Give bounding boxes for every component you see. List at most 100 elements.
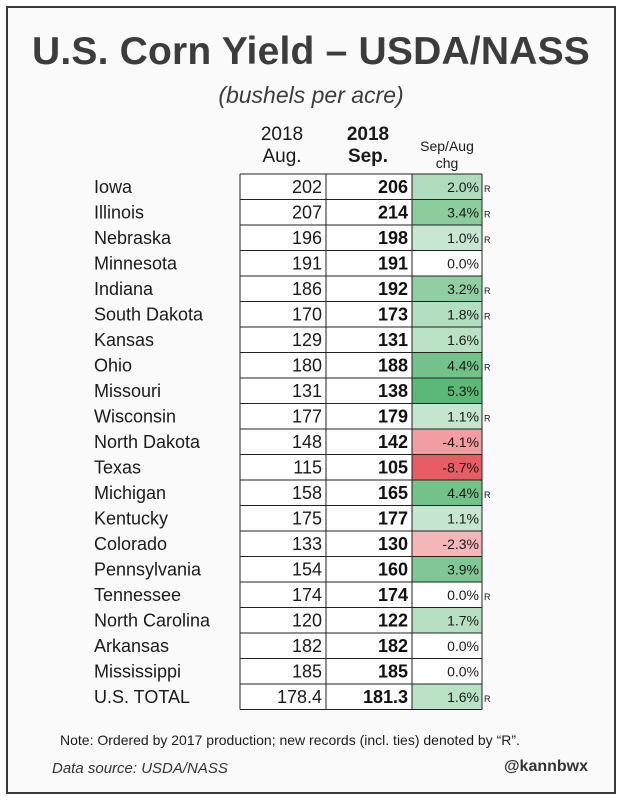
change-value: 1.1% (447, 408, 479, 424)
state-label: Kentucky (94, 508, 168, 528)
state-label: U.S. TOTAL (94, 687, 190, 707)
change-value: 0.0% (447, 663, 479, 679)
aug-value: 120 (292, 610, 322, 630)
state-label: Illinois (94, 202, 144, 222)
sep-value: 181.3 (363, 687, 408, 707)
change-cell-fill (412, 556, 482, 582)
aug-value: 180 (292, 355, 322, 375)
record-marker: R (484, 311, 491, 321)
change-value: 0.0% (447, 587, 479, 603)
change-value: 2.0% (447, 179, 479, 195)
change-cell-fill (412, 250, 482, 276)
sep-value: 185 (378, 661, 408, 681)
state-label: North Dakota (94, 432, 201, 452)
change-value: 3.9% (447, 561, 479, 577)
change-cell-fill (412, 505, 482, 531)
change-cell-fill (412, 301, 482, 327)
state-label: Minnesota (94, 253, 178, 273)
chart-subtitle: (bushels per acre) (218, 82, 404, 108)
sep-value: 122 (378, 610, 408, 630)
change-value: 3.2% (447, 281, 479, 297)
sep-value: 142 (378, 432, 408, 452)
change-cell-fill (412, 633, 482, 659)
change-value: 1.1% (447, 510, 479, 526)
change-cell-fill (412, 199, 482, 225)
state-label: Missouri (94, 381, 161, 401)
aug-value: 191 (292, 253, 322, 273)
sep-value: 130 (378, 534, 408, 554)
record-marker: R (484, 235, 491, 245)
change-cell-fill (412, 327, 482, 353)
sep-value: 174 (378, 585, 408, 605)
sep-value: 173 (378, 304, 408, 324)
change-value: 3.4% (447, 204, 479, 220)
data-source: Data source: USDA/NASS (52, 760, 228, 777)
sep-value: 131 (378, 330, 408, 350)
aug-value: 158 (292, 483, 322, 503)
change-value: 0.0% (447, 255, 479, 271)
sep-value: 160 (378, 559, 408, 579)
chart-title: U.S. Corn Yield – USDA/NASS (31, 30, 590, 73)
change-cell-fill (412, 174, 482, 200)
change-cell-fill (412, 607, 482, 633)
column-header-aug-month: Aug. (262, 145, 302, 167)
change-value: 5.3% (447, 383, 479, 399)
sep-value: 188 (378, 355, 408, 375)
sep-value: 214 (378, 202, 408, 222)
change-value: 1.6% (447, 332, 479, 348)
aug-value: 196 (292, 228, 322, 248)
aug-value: 182 (292, 636, 322, 656)
sep-value: 191 (378, 253, 408, 273)
change-cell-fill (412, 378, 482, 404)
state-label: Nebraska (94, 228, 172, 248)
state-label: Kansas (94, 330, 154, 350)
record-marker: R (484, 184, 491, 194)
aug-value: 186 (292, 279, 322, 299)
state-label: South Dakota (94, 304, 204, 324)
state-label: Iowa (94, 177, 133, 197)
aug-value: 207 (292, 202, 322, 222)
aug-value: 170 (292, 304, 322, 324)
state-label: Colorado (94, 534, 167, 554)
record-marker: R (484, 209, 491, 219)
aug-value: 174 (292, 585, 322, 605)
change-value: -8.7% (442, 459, 479, 475)
record-marker: R (484, 490, 491, 500)
sep-value: 179 (378, 406, 408, 426)
aug-value: 115 (293, 457, 322, 477)
change-value: 1.8% (447, 306, 479, 322)
column-header-sep-year: 2018 (346, 124, 390, 145)
change-cell-fill (412, 658, 482, 684)
aug-value: 202 (292, 177, 322, 197)
sep-value: 138 (378, 381, 408, 401)
author-handle: @kannbwx (503, 758, 588, 775)
sep-value: 206 (378, 177, 408, 197)
state-label: Wisconsin (94, 406, 176, 426)
sep-value: 105 (378, 457, 408, 477)
sep-value: 177 (378, 508, 408, 528)
change-cell-fill (412, 454, 482, 480)
sep-value: 182 (378, 636, 408, 656)
change-cell-fill (412, 684, 482, 710)
column-header-sep: 2018 Sep. (326, 124, 410, 168)
column-header-aug-year: 2018 (260, 124, 304, 145)
state-label: Mississippi (94, 661, 181, 681)
sep-value: 192 (378, 279, 408, 299)
aug-value: 148 (292, 432, 322, 452)
sep-value: 198 (378, 228, 408, 248)
change-cell-fill (412, 429, 482, 455)
change-cell-fill (412, 403, 482, 429)
aug-value: 131 (292, 381, 322, 401)
state-label: North Carolina (94, 610, 211, 630)
column-header-sep-month: Sep. (347, 145, 389, 167)
column-header-aug: 2018 Aug. (242, 124, 322, 168)
record-marker: R (484, 413, 491, 423)
state-label: Texas (94, 457, 141, 477)
state-label: Tennessee (94, 585, 181, 605)
change-value: 4.4% (447, 485, 479, 501)
change-cell-fill (412, 276, 482, 302)
state-label: Ohio (94, 355, 132, 375)
change-value: 0.0% (447, 638, 479, 654)
change-cell-fill (412, 352, 482, 378)
